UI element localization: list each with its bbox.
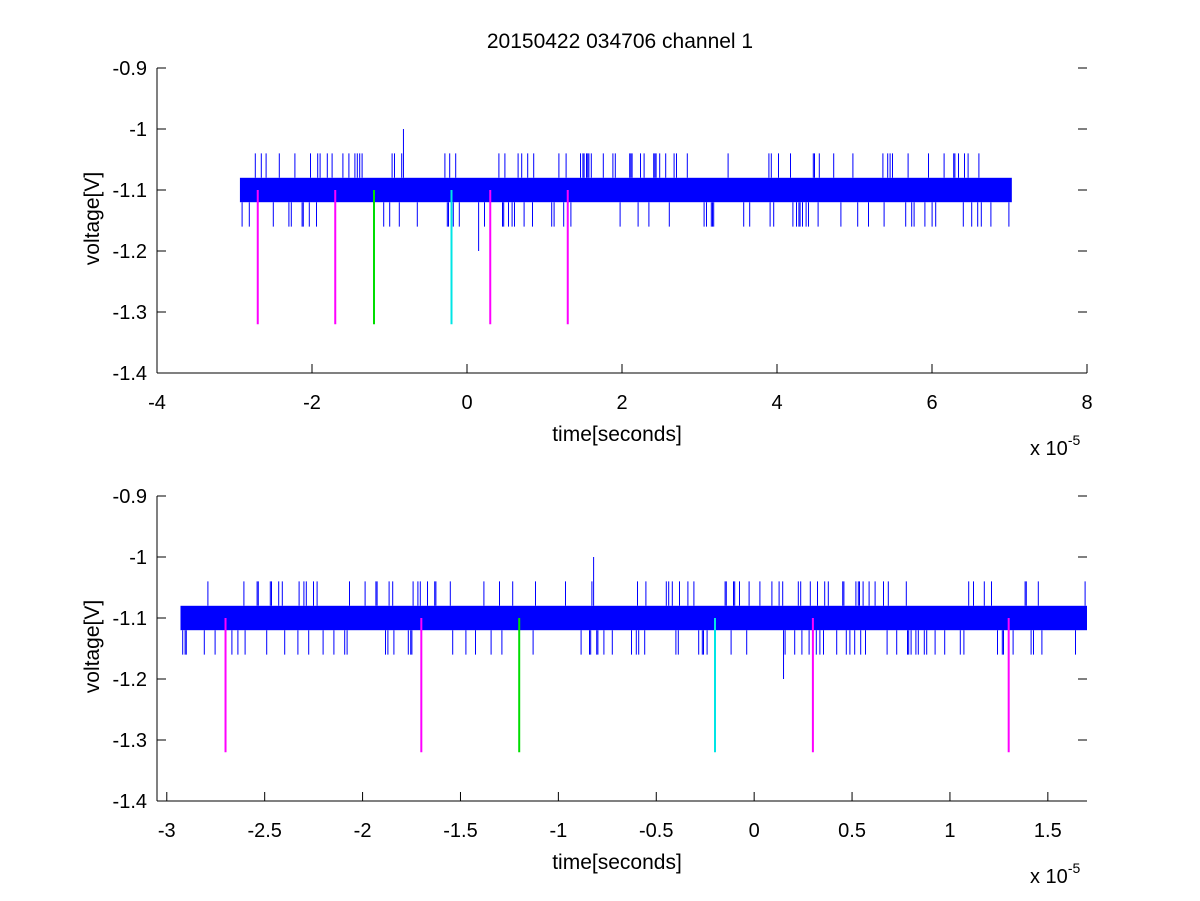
y-tick-label: -1.4 xyxy=(113,791,147,813)
x-tick-label: 0.5 xyxy=(838,820,866,842)
x-tick-label: 2 xyxy=(616,392,627,414)
y-tick-label: -1.4 xyxy=(113,363,147,385)
x-tick-label: -2 xyxy=(303,392,321,414)
x-tick-label: -3 xyxy=(158,820,176,842)
x-tick-label: 6 xyxy=(926,392,937,414)
figure-title: 20150422 034706 channel 1 xyxy=(487,30,753,53)
x-tick-label: 0 xyxy=(461,392,472,414)
y-axis-label: voltage[V] xyxy=(81,600,104,693)
x-scale-factor: x 10-5 xyxy=(1030,432,1080,460)
signal-spikes xyxy=(241,153,1010,227)
x-tick-label: -4 xyxy=(148,392,166,414)
plot-top: -1.4 -1.3 -1.2 -1.1 -1 -0.9 -4 -2 0 2 4 6 8 time[seco… xyxy=(81,58,1093,460)
x-scale-exponent: -5 xyxy=(1068,432,1081,448)
x-tick-label: 1 xyxy=(944,820,955,842)
y-tick-label: -1.1 xyxy=(113,180,147,202)
y-tick-label: -0.9 xyxy=(113,58,147,80)
x-tick-label: 1.5 xyxy=(1034,820,1062,842)
x-tick-label: 8 xyxy=(1081,392,1092,414)
x-tick-label: -2.5 xyxy=(247,820,281,842)
y-tick-label: -1.1 xyxy=(113,608,147,630)
x-scale-exponent: -5 xyxy=(1068,860,1081,876)
signal-band xyxy=(180,605,1087,631)
x-axis-label: time[seconds] xyxy=(552,851,682,874)
signal-band xyxy=(239,177,1012,203)
plot-bottom: -1.4 -1.3 -1.2 -1.1 -1 -0.9 -3 -2.5 -2 -1.5 -1 -0.5… xyxy=(81,486,1087,888)
signal-spikes xyxy=(182,581,1086,655)
x-tick-label: -0.5 xyxy=(639,820,673,842)
x-axis-label: time[seconds] xyxy=(552,423,682,446)
x-tick-label: -2 xyxy=(354,820,372,842)
y-tick-label: -1.2 xyxy=(113,669,147,691)
x-scale-base: x 10 xyxy=(1030,438,1068,460)
x-tick-label: -1.5 xyxy=(443,820,477,842)
y-tick-label: -0.9 xyxy=(113,486,147,508)
x-tick-label: -1 xyxy=(549,820,567,842)
y-tick-label: -1 xyxy=(129,547,147,569)
y-tick-label: -1.3 xyxy=(113,302,147,324)
x-tick-label: 0 xyxy=(749,820,760,842)
x-tick-label: 4 xyxy=(771,392,782,414)
x-scale-factor: x 10-5 xyxy=(1030,860,1080,888)
y-tick-label: -1.3 xyxy=(113,730,147,752)
y-tick-label: -1 xyxy=(129,119,147,141)
y-tick-label: -1.2 xyxy=(113,241,147,263)
y-axis-label: voltage[V] xyxy=(81,172,104,265)
x-scale-base: x 10 xyxy=(1030,866,1068,888)
